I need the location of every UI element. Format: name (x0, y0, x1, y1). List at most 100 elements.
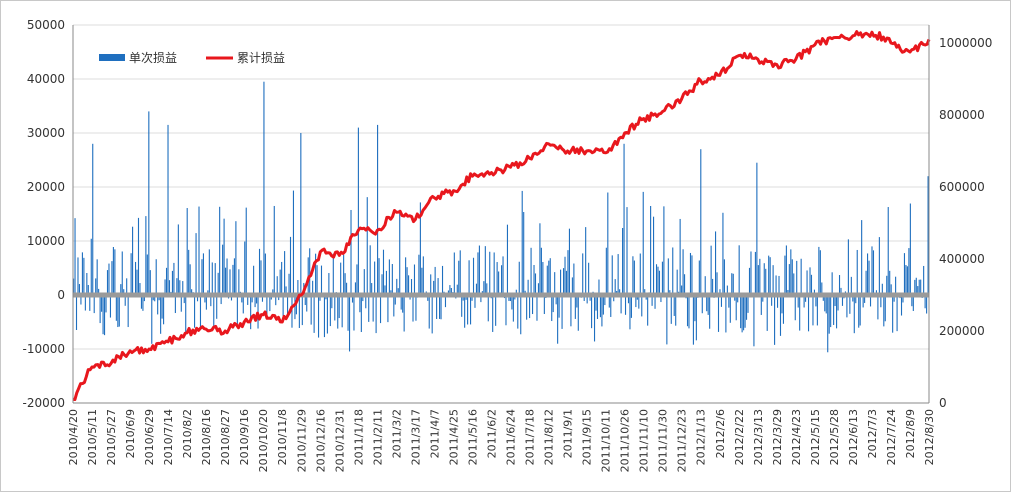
bar (340, 262, 342, 295)
bar (686, 295, 689, 327)
x-tick-label: 2010/12/16 (314, 409, 327, 472)
bar (436, 295, 438, 319)
bar (558, 295, 560, 318)
bar (176, 278, 178, 295)
bar (776, 295, 779, 308)
bar (774, 295, 776, 345)
bar (368, 295, 370, 322)
bar (496, 262, 498, 295)
bar (787, 289, 789, 295)
bar (171, 270, 173, 295)
bar (396, 278, 398, 295)
bar (647, 295, 649, 326)
x-tick-label: 2012/3/29 (771, 409, 784, 465)
bar (377, 124, 379, 296)
bar (889, 270, 891, 295)
bar (219, 206, 221, 295)
bar (567, 250, 569, 295)
bar (872, 250, 875, 295)
bar (254, 295, 256, 308)
bar (893, 295, 895, 302)
bar (75, 295, 78, 330)
bar (205, 295, 207, 310)
bar (729, 295, 731, 323)
bar (623, 143, 625, 295)
bar (168, 280, 171, 295)
bar (220, 295, 222, 305)
bar (266, 295, 268, 315)
bar (865, 270, 867, 295)
bar (400, 295, 402, 310)
bar (627, 295, 630, 304)
bar (74, 218, 76, 295)
bar (483, 281, 485, 295)
y-left-tick-label: 50000 (27, 18, 65, 32)
bar (644, 289, 646, 295)
x-tick-label: 2011/3/17 (409, 409, 422, 465)
bar (880, 295, 882, 308)
bar (549, 258, 551, 295)
bar (334, 295, 336, 321)
bar (261, 295, 264, 302)
bar (704, 276, 706, 295)
bar (154, 295, 156, 302)
bar (591, 295, 593, 329)
bar (838, 275, 841, 295)
bar (914, 279, 916, 295)
bar (700, 149, 702, 295)
x-tick-label: 2012/2/6 (714, 409, 727, 458)
cumulative-line (72, 30, 931, 402)
bar (276, 276, 278, 295)
bar (540, 247, 542, 295)
bar (247, 295, 249, 305)
bar (740, 295, 742, 329)
x-tick-label: 2011/2/11 (371, 409, 384, 465)
x-tick-label: 2011/11/10 (638, 409, 651, 472)
bar (196, 295, 199, 302)
bar (753, 295, 755, 347)
bar (604, 295, 606, 306)
bar (381, 274, 383, 295)
bar (319, 295, 321, 301)
bar (84, 295, 86, 311)
bar (263, 81, 265, 295)
bar (722, 212, 724, 295)
bar (796, 260, 798, 295)
bar (830, 295, 832, 328)
x-tick-label: 2012/6/13 (847, 409, 860, 465)
bar (134, 261, 137, 295)
bar (582, 253, 584, 295)
bar (174, 295, 176, 314)
bar (433, 280, 435, 295)
bar (229, 269, 231, 295)
bar (819, 250, 821, 295)
bar (103, 295, 106, 336)
bar (793, 273, 795, 295)
bar (428, 295, 430, 329)
bar (354, 282, 356, 295)
bar (285, 286, 287, 295)
bar (781, 295, 783, 314)
bar (439, 295, 441, 319)
legend-swatch-bar (99, 54, 125, 61)
bar (834, 295, 836, 307)
bar (515, 289, 517, 295)
bar (887, 207, 889, 295)
bar (440, 295, 442, 320)
bar (310, 295, 312, 325)
bar (511, 295, 513, 310)
bar (635, 295, 637, 308)
x-tick-label: 2011/10/11 (600, 409, 613, 472)
bar (93, 295, 95, 314)
bar (273, 205, 275, 295)
series-line (72, 30, 931, 402)
bar (650, 206, 652, 295)
x-tick-label: 2010/8/2 (181, 409, 194, 458)
bar (831, 272, 833, 295)
bar (180, 295, 182, 312)
x-tick-label: 2010/10/20 (257, 409, 270, 472)
bar (459, 250, 461, 295)
bar (633, 260, 635, 295)
bar (828, 295, 830, 334)
bar (160, 295, 162, 334)
